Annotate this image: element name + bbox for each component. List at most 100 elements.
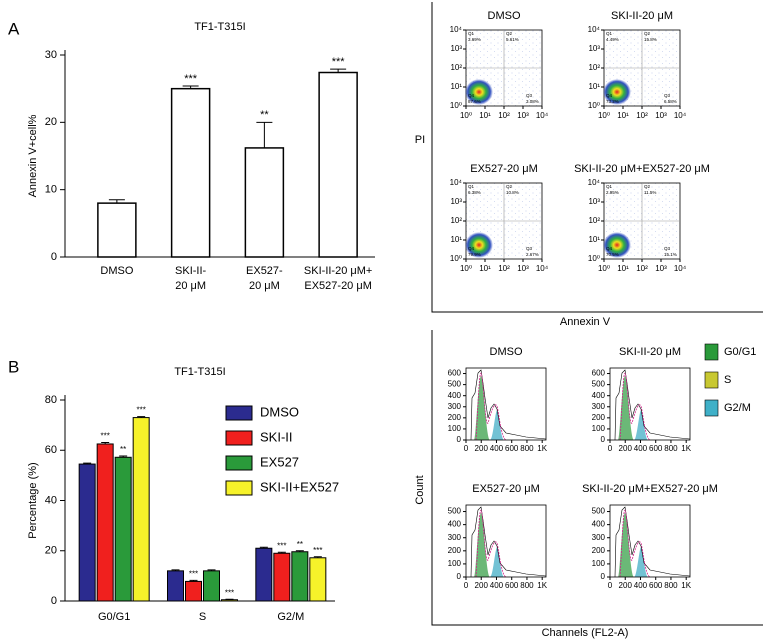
quadrant-percent: 5.61% [506, 37, 519, 42]
significance: ** [260, 109, 269, 121]
error-bar [207, 569, 216, 571]
y-tick-label: 10⁰ [450, 254, 462, 263]
x-tick-label: 800 [664, 581, 678, 590]
y-tick-label: 10⁴ [450, 25, 463, 34]
error-bar [225, 598, 234, 600]
y-tick-label: 100 [592, 424, 606, 433]
y-tick-label: 10² [450, 216, 462, 225]
x-tick-label: 10¹ [617, 111, 629, 120]
y-tick-label: 10⁴ [588, 25, 601, 34]
y-axis-label: Count [414, 475, 426, 504]
quadrant-label: Q2 [644, 184, 651, 189]
x-tick-label: EX527-20 μM [304, 280, 371, 292]
significance: ** [297, 540, 303, 549]
quadrant-label: Q2 [506, 31, 513, 36]
y-tick-label: 100 [592, 559, 606, 568]
x-tick-label: 600 [505, 581, 519, 590]
y-tick-label: 10¹ [588, 82, 600, 91]
x-tick-label: 0 [464, 581, 469, 590]
quadrant-label: Q3 [526, 93, 533, 98]
y-tick-label: 500 [592, 507, 606, 516]
y-tick-label: 10¹ [588, 235, 600, 244]
x-tick-label: S [199, 611, 206, 623]
x-tick-label: 10³ [517, 264, 529, 273]
x-tick-label: 800 [520, 581, 534, 590]
panel-title: EX527-20 μM [470, 163, 537, 175]
x-tick-label: DMSO [100, 265, 133, 277]
x-tick-label: SKI-II- [175, 265, 207, 277]
x-tick-label: 600 [649, 444, 663, 453]
quadrant-label: Q4 [606, 93, 613, 98]
frame-axes [431, 2, 763, 313]
bar [114, 456, 132, 602]
error-bar [277, 551, 286, 554]
x-tick-label: G0/G1 [98, 611, 130, 623]
histogram-curve [470, 369, 547, 441]
x-tick-label: 1K [537, 581, 547, 590]
error-bar [83, 462, 92, 465]
error-bar [256, 121, 273, 148]
y-tick-label: 40 [45, 494, 57, 506]
bar [273, 552, 291, 602]
quadrant-percent: 79.9% [468, 252, 481, 257]
x-tick-label: 0 [608, 444, 613, 453]
significance: ** [120, 445, 126, 454]
quadrant-percent: 3.08% [526, 99, 539, 104]
x-tick-label: 400 [490, 581, 504, 590]
panel-title: DMSO [488, 10, 521, 22]
y-tick-label: 10⁰ [588, 101, 600, 110]
quadrant-label: Q1 [468, 31, 475, 36]
x-tick-label: 0 [464, 444, 469, 453]
panel-label: A [8, 19, 20, 38]
significance: *** [277, 541, 286, 550]
y-tick-label: 10³ [588, 197, 600, 206]
significance: *** [225, 588, 234, 597]
y-tick-label: 500 [448, 507, 462, 516]
x-tick-label: 200 [475, 444, 489, 453]
legend-swatch [704, 343, 719, 361]
y-tick-label: 10¹ [450, 82, 462, 91]
legend-swatch [225, 455, 253, 471]
legend-label: SKI-II+EX527 [260, 479, 339, 494]
y-tick-label: 10² [450, 63, 462, 72]
y-tick-label: 10⁰ [588, 254, 600, 263]
legend-label: SKI-II [260, 429, 293, 444]
y-tick-label: 10² [588, 63, 600, 72]
x-tick-label: 10⁴ [674, 111, 687, 120]
error-bar [108, 199, 125, 204]
plot-frame [465, 367, 547, 441]
y-tick-label: 500 [448, 380, 462, 389]
y-tick-label: 400 [448, 520, 462, 529]
significance: *** [184, 73, 198, 85]
bar [97, 202, 137, 258]
x-tick-label: 200 [619, 444, 633, 453]
y-tick-label: 10⁰ [450, 101, 462, 110]
x-tick-label: 10³ [655, 264, 667, 273]
significance: *** [189, 570, 198, 579]
y-tick-label: 400 [448, 391, 462, 400]
quadrant-label: Q2 [506, 184, 513, 189]
bar [309, 557, 327, 602]
x-tick-label: 10⁰ [598, 264, 610, 273]
x-tick-label: 800 [664, 444, 678, 453]
density-cluster [603, 232, 631, 258]
y-tick-label: 100 [448, 424, 462, 433]
quadrant-percent: 87.6% [468, 99, 481, 104]
quadrant-percent: 15.1% [664, 252, 677, 257]
panel-title: EX527-20 μM [472, 483, 539, 495]
y-tick-label: 0 [457, 572, 462, 581]
y-tick-label: 600 [448, 369, 462, 378]
x-tick-label: 10⁰ [598, 111, 610, 120]
x-tick-label: 600 [505, 444, 519, 453]
error-bar [119, 455, 128, 458]
quadrant-percent: 73.2% [606, 99, 619, 104]
panel-title: SKI-II-20 μM+EX527-20 μM [574, 163, 710, 175]
panel-title: SKI-II-20 μM [611, 10, 673, 22]
quadrant-label: Q1 [468, 184, 475, 189]
x-tick-label: 10² [636, 111, 648, 120]
panel-title: DMSO [490, 346, 523, 358]
x-tick-label: 10⁰ [460, 264, 472, 273]
y-axis-label: Percentage (%) [27, 462, 39, 538]
chart-title: TF1-T315I [194, 21, 245, 33]
y-tick-label: 10³ [450, 44, 462, 53]
